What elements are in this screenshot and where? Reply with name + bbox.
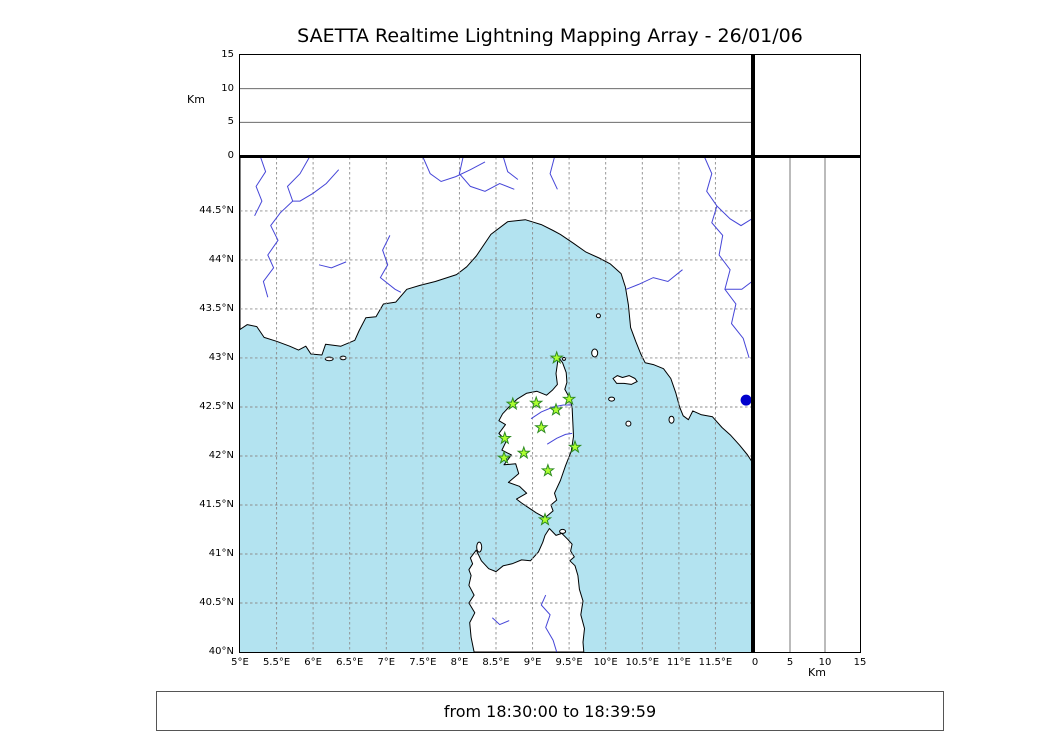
lat-tick-label: 43°N bbox=[208, 351, 234, 363]
landmass-sardinia bbox=[468, 528, 585, 652]
station-marker bbox=[537, 512, 553, 526]
lat-tick-label: 41°N bbox=[208, 547, 234, 559]
lon-tick-label: 6.5°E bbox=[336, 657, 364, 668]
lat-tick-label: 44.5°N bbox=[199, 204, 234, 216]
time-range-box: from 18:30:00 to 18:39:59 bbox=[156, 691, 944, 731]
islet bbox=[559, 528, 567, 534]
lon-tick-label: 11°E bbox=[666, 657, 691, 668]
river bbox=[458, 157, 515, 192]
river bbox=[292, 169, 340, 202]
alt-tick-label: 5 bbox=[227, 116, 234, 128]
alt-lon-canvas bbox=[240, 88, 752, 123]
station-marker bbox=[534, 420, 549, 434]
river bbox=[546, 432, 573, 445]
lat-tick-label: 40.5°N bbox=[199, 596, 234, 608]
station-marker bbox=[529, 395, 544, 410]
lon-tick-label: 10.5°E bbox=[625, 657, 660, 668]
figure-title: SAETTA Realtime Lightning Mapping Array … bbox=[297, 25, 803, 47]
lat-tick-label: 41.5°N bbox=[199, 498, 234, 510]
station-marker bbox=[516, 445, 531, 460]
station-marker bbox=[561, 391, 577, 406]
islet bbox=[668, 415, 675, 424]
km-tick-label: 0 bbox=[751, 657, 759, 668]
river bbox=[262, 157, 310, 298]
alt-histogram-panel bbox=[754, 54, 861, 157]
river bbox=[491, 617, 510, 626]
lon-tick-label: 11.5°E bbox=[698, 657, 733, 668]
river bbox=[704, 157, 750, 359]
river bbox=[254, 157, 267, 217]
lat-tick-label: 40°N bbox=[208, 646, 234, 657]
river bbox=[549, 157, 558, 190]
station-marker bbox=[540, 463, 556, 477]
river bbox=[502, 157, 519, 180]
altitude-axis-label-left: Km bbox=[187, 93, 205, 106]
lon-tick-label: 10°E bbox=[593, 657, 618, 668]
river bbox=[724, 281, 752, 290]
islet bbox=[476, 541, 483, 553]
river bbox=[540, 594, 558, 652]
station-marker bbox=[548, 402, 564, 416]
lat-tick-label: 44°N bbox=[208, 253, 234, 265]
lat-tick-label: 42°N bbox=[208, 449, 234, 461]
lon-tick-label: 8°E bbox=[450, 657, 469, 668]
river bbox=[716, 205, 752, 227]
islet bbox=[608, 396, 616, 402]
alt-tick-label: 0 bbox=[227, 150, 234, 161]
landmass-corsica bbox=[498, 356, 574, 519]
islet bbox=[591, 348, 599, 358]
landmass-mainland bbox=[240, 157, 752, 463]
km-tick-label: 5 bbox=[786, 657, 794, 668]
islet bbox=[595, 313, 601, 319]
lon-tick-label: 7°E bbox=[377, 657, 396, 668]
alt-tick-label: 15 bbox=[221, 49, 234, 60]
lightning-source-dot bbox=[740, 394, 752, 406]
river bbox=[626, 269, 683, 290]
altitude-axis-label-right: Km bbox=[808, 666, 826, 679]
alt-tick-label: 10 bbox=[221, 82, 234, 94]
lat-tick-label: 42.5°N bbox=[199, 400, 234, 412]
lat-tick-label: 43.5°N bbox=[199, 302, 234, 314]
river bbox=[379, 235, 402, 293]
islet bbox=[625, 420, 632, 427]
station-marker bbox=[497, 430, 512, 445]
alt-lat-canvas bbox=[789, 157, 826, 652]
lon-tick-label: 6°E bbox=[304, 657, 322, 668]
lon-tick-label: 5°E bbox=[231, 657, 249, 668]
lon-tick-label: 7.5°E bbox=[409, 657, 437, 668]
landmass-elba bbox=[612, 375, 638, 385]
river bbox=[530, 404, 572, 420]
station-marker bbox=[549, 350, 564, 365]
km-tick-label: 15 bbox=[853, 657, 867, 668]
map-canvas bbox=[240, 157, 752, 652]
panel-divider-horizontal bbox=[239, 155, 861, 158]
lon-tick-label: 8.5°E bbox=[482, 657, 510, 668]
lon-tick-label: 9°E bbox=[523, 657, 542, 668]
lon-tick-label: 9.5°E bbox=[555, 657, 583, 668]
time-range-text: from 18:30:00 to 18:39:59 bbox=[443, 701, 657, 721]
islet bbox=[562, 356, 566, 361]
map-panel bbox=[239, 156, 753, 653]
alt-lat-panel bbox=[754, 156, 861, 653]
station-marker bbox=[496, 450, 512, 465]
panel-divider-vertical bbox=[751, 54, 754, 653]
alt-lon-panel bbox=[239, 54, 753, 157]
river bbox=[318, 261, 347, 269]
station-marker bbox=[567, 439, 583, 454]
station-marker bbox=[505, 396, 520, 411]
lon-tick-label: 5.5°E bbox=[262, 657, 291, 668]
river bbox=[422, 157, 486, 183]
